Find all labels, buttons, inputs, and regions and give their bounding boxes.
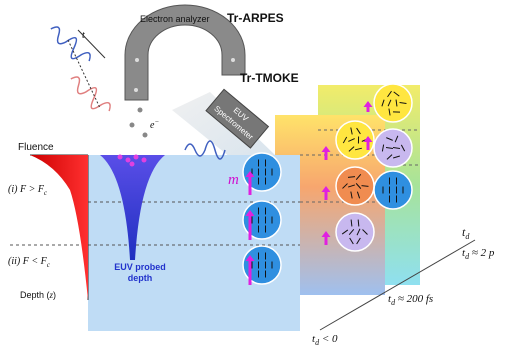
depth-text: Depth ( — [20, 290, 50, 300]
port — [231, 58, 235, 62]
axis-sub: d — [465, 232, 470, 241]
arpes-label: Tr-ARPES — [227, 11, 284, 25]
spin — [358, 220, 359, 227]
diagram: Electron analyzer Tr-ARPES EUV Spectrome… — [0, 0, 505, 346]
fluence-label: Fluence — [18, 142, 54, 153]
analyzer-label: Electron analyzer — [140, 14, 210, 24]
delay-axis-label: td — [462, 225, 470, 241]
domain — [374, 129, 412, 167]
delay-label: t — [82, 30, 85, 41]
port — [134, 88, 138, 92]
regime-prefix: (i) — [8, 184, 20, 195]
electron-charge: − — [154, 118, 159, 126]
moment-label: m — [228, 172, 239, 188]
delay-label: td ≈ 2 p — [462, 247, 495, 261]
depth-label: Depth (z) — [20, 290, 56, 300]
delay-label: td ≈ 200 fs — [388, 293, 433, 307]
regime-op: > — [26, 184, 38, 195]
regime-sub: c — [44, 189, 48, 197]
electron-label: e− — [150, 118, 159, 131]
domain — [374, 171, 412, 209]
probed-label: EUV probed — [114, 262, 166, 272]
delay-label: td < 0 — [312, 333, 338, 346]
depth-close: ) — [53, 290, 56, 300]
regime-sub: c — [47, 261, 51, 269]
regime-label: (i) F > Fc — [8, 184, 48, 197]
delay-rest: < 0 — [319, 333, 338, 345]
domain — [336, 213, 374, 251]
port — [135, 58, 139, 62]
probed-label: depth — [128, 273, 153, 283]
delay-rest: ≈ 2 p — [469, 247, 495, 259]
tmoke-label: Tr-TMOKE — [240, 71, 299, 85]
electron — [143, 133, 148, 138]
regime-op: < — [29, 256, 41, 267]
regime-label: (ii) F < Fc — [8, 256, 51, 269]
electron — [130, 123, 135, 128]
regime-prefix: (ii) — [8, 256, 23, 267]
delay-rest: ≈ 200 fs — [395, 293, 433, 305]
fluence-profile — [30, 155, 88, 300]
electron — [138, 108, 143, 113]
